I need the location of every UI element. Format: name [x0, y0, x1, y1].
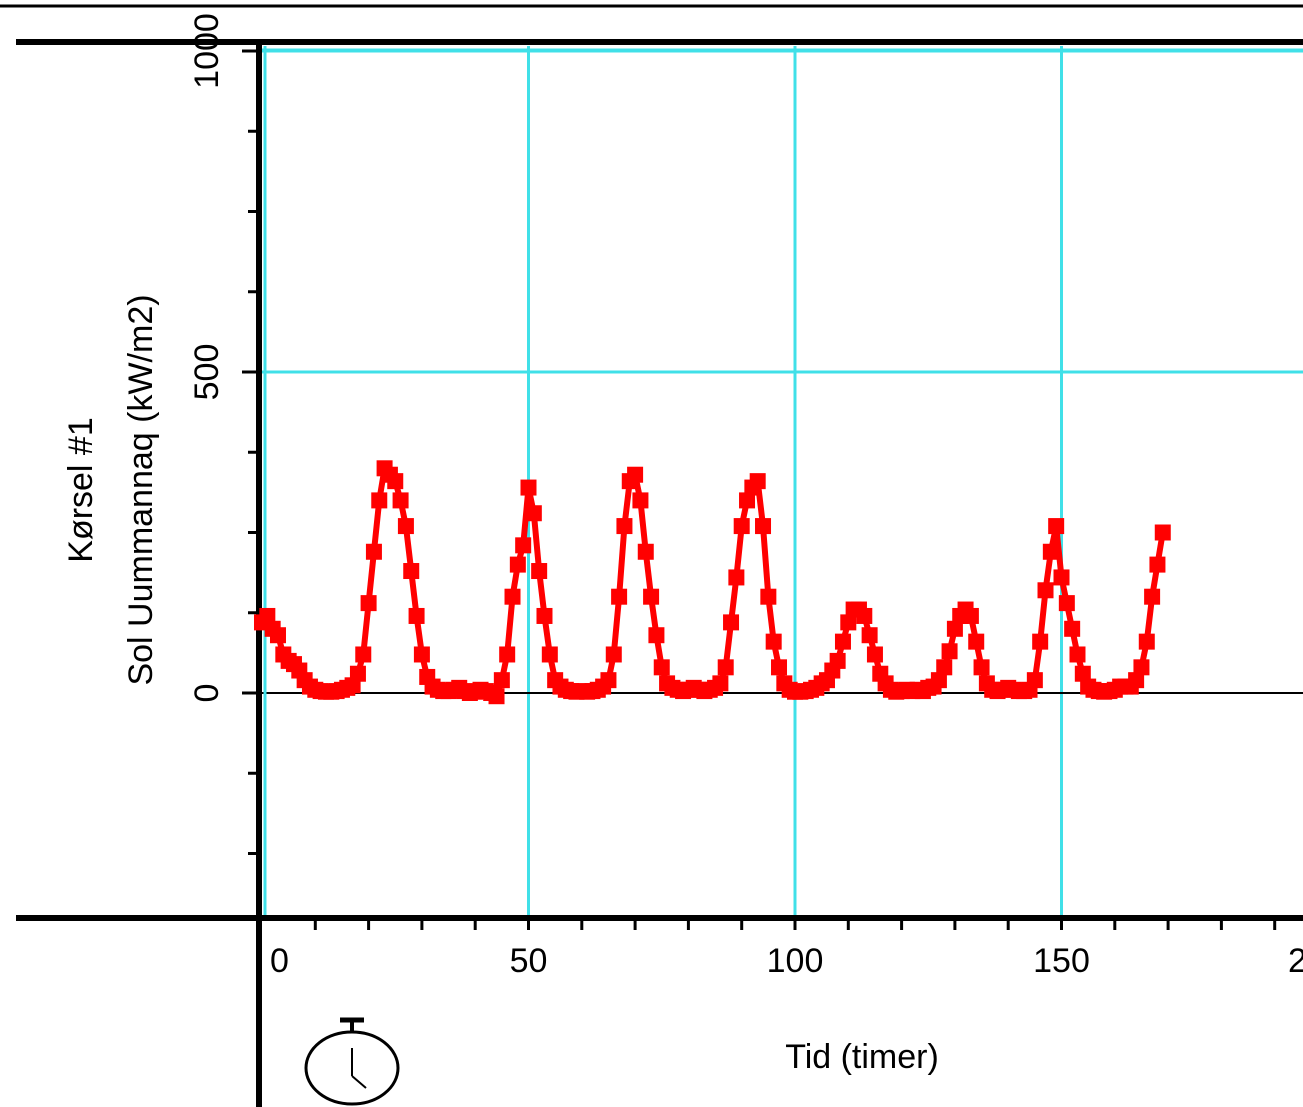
x-tick-label-50: 50	[510, 942, 548, 980]
x-tick-label-150: 150	[1033, 942, 1090, 980]
data-point-130	[946, 620, 963, 637]
data-point-135	[973, 659, 990, 676]
data-point-87	[717, 659, 734, 676]
data-point-48	[509, 556, 526, 573]
data-point-18	[349, 665, 366, 682]
x-axis-title: Tid (timer)	[785, 1038, 939, 1076]
data-point-109	[834, 633, 851, 650]
data-point-95	[760, 588, 777, 605]
data-point-25	[387, 473, 404, 490]
data-point-74	[648, 627, 665, 644]
data-point-86	[712, 675, 729, 692]
data-point-128	[936, 659, 953, 676]
y-axis-title-line-1: Kørsel #1	[62, 417, 100, 563]
x-tick-label-100: 100	[767, 942, 824, 980]
data-point-21	[365, 543, 382, 560]
data-point-47	[504, 588, 521, 605]
data-point-148	[1042, 543, 1059, 560]
data-point-66	[605, 646, 622, 663]
data-point-127	[930, 672, 947, 689]
data-point-73	[643, 588, 660, 605]
data-point-133	[962, 607, 979, 624]
data-point-166	[1138, 633, 1155, 650]
data-point-45	[493, 672, 510, 689]
data-point-145	[1026, 672, 1043, 689]
data-point-114	[861, 627, 878, 644]
stopwatch-icon[interactable]	[304, 1017, 400, 1106]
data-point-149	[1048, 518, 1065, 535]
data-point-89	[728, 569, 745, 586]
data-point-53	[536, 607, 553, 624]
data-point-3	[269, 627, 286, 644]
y-tick-label-0: 0	[188, 684, 226, 703]
data-point-68	[616, 518, 633, 535]
data-point-168	[1149, 556, 1166, 573]
data-point-75	[653, 659, 670, 676]
data-point-115	[866, 646, 883, 663]
data-point-147	[1037, 582, 1054, 599]
data-point-46	[499, 646, 516, 663]
data-point-54	[541, 646, 558, 663]
data-point-134	[968, 633, 985, 650]
data-point-113	[856, 607, 873, 624]
data-point-1	[259, 607, 276, 624]
y-axis-title: Kørsel #1 Sol Uummannaq (kW/m2)	[62, 294, 160, 685]
tick-labels: 0 50 100 150 2 0 500 1000	[188, 13, 1303, 980]
data-point-22	[371, 492, 388, 509]
y-tick-label-500: 500	[188, 344, 226, 401]
data-point-71	[632, 492, 649, 509]
data-point-26	[392, 492, 409, 509]
data-point-88	[723, 614, 740, 631]
data-point-44	[488, 688, 505, 705]
data-point-94	[755, 518, 772, 535]
data-point-154	[1074, 665, 1091, 682]
y-tick-label-1000: 1000	[188, 13, 226, 89]
data-point-167	[1144, 588, 1161, 605]
data-point-49	[515, 537, 532, 554]
data-point-70	[627, 466, 644, 483]
data-point-96	[765, 633, 782, 650]
data-point-129	[941, 643, 958, 660]
data-point-65	[600, 672, 617, 689]
data-point-67	[611, 588, 628, 605]
data-point-108	[829, 652, 846, 669]
x-tick-label-2: 2	[1288, 942, 1303, 980]
data-point-30	[413, 646, 430, 663]
data-point-29	[408, 607, 425, 624]
data-point-52	[531, 563, 548, 580]
data-point-93	[749, 473, 766, 490]
axes	[16, 39, 1303, 1107]
data-point-165	[1133, 659, 1150, 676]
x-tick-label-0: 0	[270, 942, 289, 980]
data-point-152	[1064, 620, 1081, 637]
series-layer	[254, 460, 1171, 705]
data-point-153	[1069, 646, 1086, 663]
data-point-51	[525, 505, 542, 522]
data-point-50	[520, 479, 537, 496]
data-point-20	[360, 595, 377, 612]
data-point-27	[397, 518, 414, 535]
data-point-28	[403, 563, 420, 580]
data-point-19	[355, 646, 372, 663]
data-point-146	[1032, 633, 1049, 650]
data-point-150	[1053, 569, 1070, 586]
data-point-110	[840, 614, 857, 631]
y-axis-title-line-2: Sol Uummannaq (kW/m2)	[122, 294, 160, 685]
data-point-169	[1154, 524, 1171, 541]
data-point-151	[1058, 595, 1075, 612]
data-point-90	[733, 518, 750, 535]
data-point-97	[771, 659, 788, 676]
data-point-91	[739, 492, 756, 509]
data-point-72	[637, 543, 654, 560]
data-point-164	[1128, 672, 1145, 689]
